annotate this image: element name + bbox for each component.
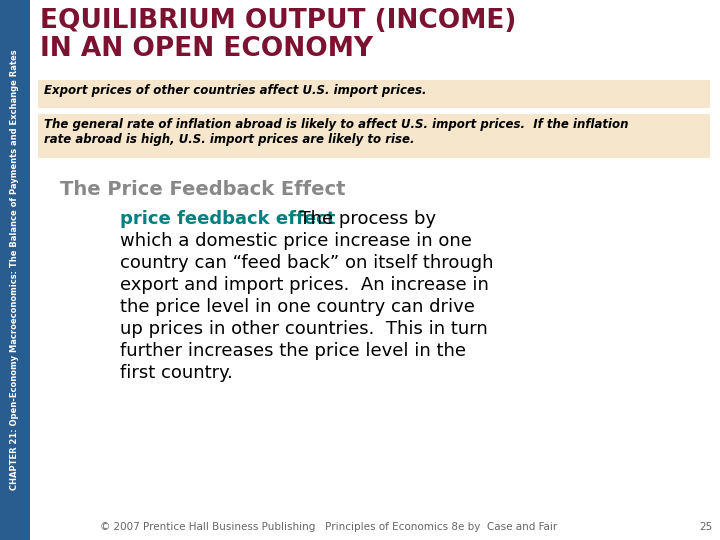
Bar [38,114,710,158]
Text: which a domestic price increase in one: which a domestic price increase in one [120,232,472,250]
Text: price feedback effect: price feedback effect [120,210,336,228]
Text: first country.: first country. [120,364,233,382]
Text: Export prices of other countries affect U.S. import prices.: Export prices of other countries affect … [44,84,426,97]
Text: 25: 25 [698,522,712,532]
Text: The general rate of inflation abroad is likely to affect U.S. import prices.  If: The general rate of inflation abroad is … [44,118,629,146]
Bar [38,80,710,108]
Text: EQUILIBRIUM OUTPUT (INCOME): EQUILIBRIUM OUTPUT (INCOME) [40,8,516,34]
Text: IN AN OPEN ECONOMY: IN AN OPEN ECONOMY [40,36,373,62]
Text: country can “feed back” on itself through: country can “feed back” on itself throug… [120,254,493,272]
Text: up prices in other countries.  This in turn: up prices in other countries. This in tu… [120,320,487,338]
Text: further increases the price level in the: further increases the price level in the [120,342,466,360]
Text: The process by: The process by [288,210,436,228]
Text: CHAPTER 21: Open-Economy Macroeconomics: The Balance of Payments and Exchange Ra: CHAPTER 21: Open-Economy Macroeconomics:… [11,50,19,490]
Text: © 2007 Prentice Hall Business Publishing   Principles of Economics 8e by  Case a: © 2007 Prentice Hall Business Publishing… [100,522,557,532]
Text: the price level in one country can drive: the price level in one country can drive [120,298,475,316]
Bar [0,0,30,540]
Text: export and import prices.  An increase in: export and import prices. An increase in [120,276,489,294]
Text: The Price Feedback Effect: The Price Feedback Effect [60,180,346,199]
